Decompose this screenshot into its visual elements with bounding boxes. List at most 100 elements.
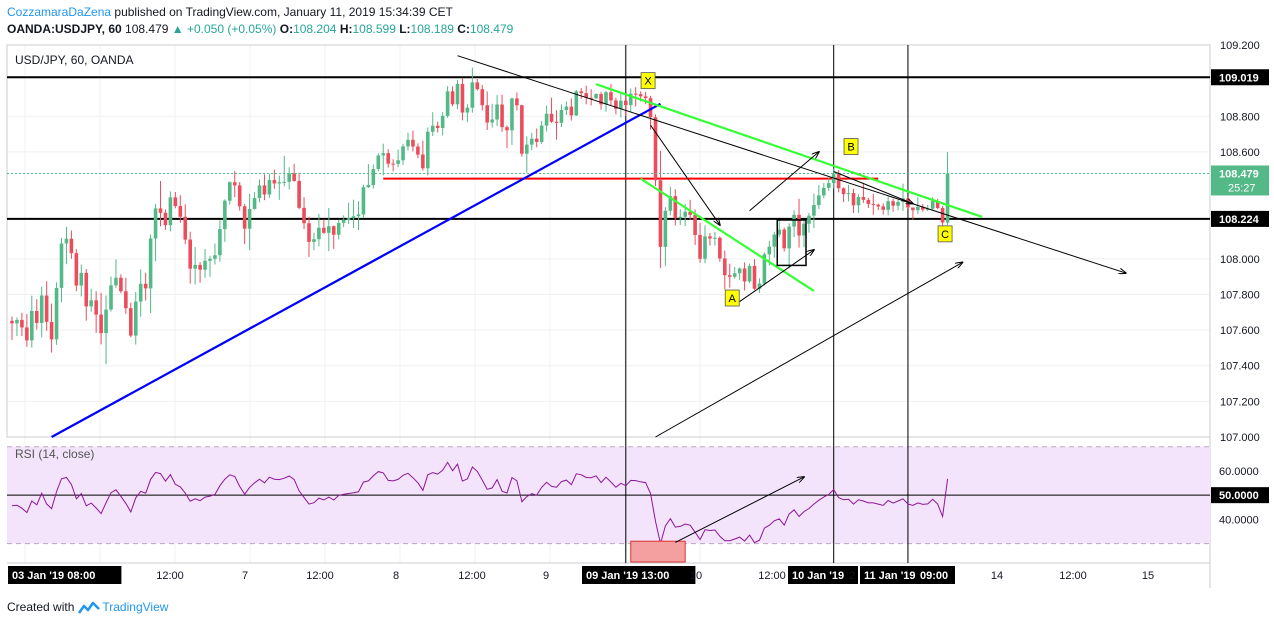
candle-body <box>267 180 272 195</box>
candle-body <box>609 92 613 101</box>
candle-body <box>237 185 242 207</box>
candle-body <box>762 254 767 284</box>
candle-body <box>188 239 192 269</box>
arrow-a-up <box>739 250 814 302</box>
tradingview-brand[interactable]: TradingView <box>102 600 169 614</box>
arrow-to-b <box>749 152 819 212</box>
candle-body <box>327 226 331 233</box>
candle-body <box>69 238 74 254</box>
candle-body <box>376 155 381 170</box>
candle-body <box>802 223 806 236</box>
high-value: 108.599 <box>352 22 396 36</box>
candle-body <box>935 200 940 209</box>
time-badge-text: 09:00 <box>920 570 948 582</box>
rsi-tick-label: 60.0000 <box>1219 466 1259 478</box>
candle-body <box>718 237 722 259</box>
candle-body <box>668 196 673 211</box>
footer: Created with TradingView <box>7 600 168 614</box>
candle-body <box>124 291 128 309</box>
time-tick-label: 10 <box>690 570 702 582</box>
candle-body <box>866 199 871 204</box>
candle-body <box>346 218 351 220</box>
candle-body <box>945 173 950 223</box>
candle-body <box>213 255 217 259</box>
candle-body <box>653 117 658 181</box>
time-tick-label: 9 <box>543 570 549 582</box>
candle-body <box>54 287 59 340</box>
wave-label-box <box>640 72 656 90</box>
candle-body <box>896 201 900 206</box>
price-tick-label: 108.000 <box>1220 254 1260 266</box>
candle-body <box>15 319 19 324</box>
lower-up-arrow <box>655 262 963 438</box>
candle-body <box>79 272 84 286</box>
candle-body <box>767 246 772 255</box>
time-badge <box>8 566 122 584</box>
candle-body <box>262 185 267 195</box>
candle-body <box>633 93 638 95</box>
candle-body <box>539 125 544 142</box>
close-label: C: <box>457 22 470 36</box>
price-change: ▲ +0.050 (+0.05%) <box>171 22 277 36</box>
candle-body <box>64 238 69 244</box>
time-tick-label: 12:00 <box>758 570 786 582</box>
candle-body <box>737 268 742 274</box>
candle-body <box>39 295 44 323</box>
candle-body <box>554 121 559 123</box>
candle-body <box>594 94 598 99</box>
candle-body <box>925 208 930 210</box>
author-link[interactable]: CozzamaraDaZena <box>7 5 112 19</box>
candle-body <box>317 227 321 240</box>
candle-body <box>723 258 727 276</box>
candle-body <box>495 104 499 120</box>
countdown-text: 25:27 <box>1228 182 1256 194</box>
time-badge <box>860 566 930 584</box>
green-channel-upper <box>595 83 983 218</box>
candle-body <box>891 201 895 206</box>
candle-body <box>10 320 14 324</box>
time-tick-label: 12:00 <box>458 570 486 582</box>
publish-info: CozzamaraDaZena published on TradingView… <box>7 5 453 19</box>
created-with-text: Created with <box>7 600 75 614</box>
candle-body <box>584 93 588 98</box>
candle-body <box>777 229 782 235</box>
candle-body <box>579 91 584 94</box>
candle-body <box>129 308 133 336</box>
candle-body <box>683 211 687 217</box>
candle-body <box>361 187 366 215</box>
candle-body <box>312 239 316 242</box>
candle-body <box>421 154 425 169</box>
candle-body <box>371 169 376 186</box>
candle-body <box>153 208 158 239</box>
candle-body <box>252 198 257 209</box>
candle-body <box>435 125 440 129</box>
candle-body <box>173 197 178 207</box>
high-label: H: <box>339 22 353 36</box>
candle-body <box>564 106 569 111</box>
instrument-label: USD/JPY, 60, OANDA <box>15 53 134 67</box>
tradingview-logo-icon <box>78 601 101 614</box>
candle-body <box>203 260 207 270</box>
candle-body <box>559 110 564 123</box>
price-badge-black <box>1211 69 1269 86</box>
candle-body <box>455 84 460 105</box>
candle-body <box>287 173 291 182</box>
candle-body <box>614 100 618 109</box>
candle-body <box>138 283 143 302</box>
rsi-line <box>11 461 949 544</box>
candle-body <box>628 93 633 106</box>
candle-body <box>876 204 881 207</box>
price-tick-label: 108.600 <box>1220 147 1260 159</box>
candle-body <box>178 206 183 217</box>
price-tick-label: 107.000 <box>1220 432 1260 444</box>
candle-body <box>703 236 707 259</box>
candle-body <box>589 97 593 99</box>
candle-body <box>336 222 341 235</box>
open-value: 108.204 <box>293 22 337 36</box>
candle-body <box>282 181 287 183</box>
candle-body <box>59 243 64 288</box>
close-value: 108.479 <box>469 22 514 36</box>
candle-body <box>846 193 851 195</box>
candle-body <box>232 182 237 186</box>
